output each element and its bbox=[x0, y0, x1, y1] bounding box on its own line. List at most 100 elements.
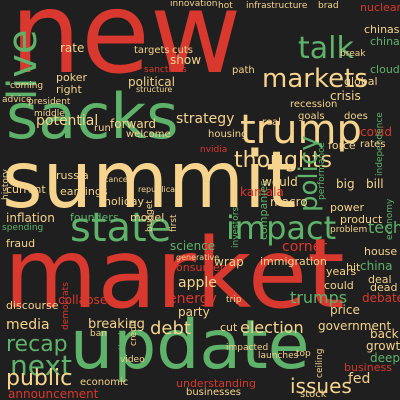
word-business: business bbox=[344, 361, 392, 374]
word-media: media bbox=[6, 317, 50, 333]
word-deep: deep bbox=[370, 351, 400, 365]
word-performance: performance bbox=[317, 142, 327, 200]
word-nvidia: nvidia bbox=[200, 145, 228, 155]
word-current: current bbox=[6, 183, 46, 196]
word-coming: coming bbox=[10, 81, 44, 91]
word-first: first bbox=[169, 214, 179, 232]
word-energy: energy bbox=[168, 291, 217, 307]
word-breaking: breaking bbox=[88, 317, 145, 332]
word-china-1: china bbox=[360, 259, 393, 273]
word-businesses: businesses bbox=[186, 387, 241, 398]
word-recession: recession bbox=[290, 99, 338, 110]
word-goals: goals bbox=[298, 111, 325, 122]
word-ceiling: ceiling bbox=[315, 348, 325, 378]
word-economic: economic bbox=[80, 377, 129, 388]
word-fed: fed bbox=[348, 371, 371, 387]
word-fraud: fraud bbox=[6, 237, 36, 250]
word-democrats: democrats bbox=[61, 282, 71, 330]
word-housing: housing bbox=[208, 129, 248, 140]
word-kamala: kamala bbox=[240, 185, 284, 199]
word-bill: bill bbox=[366, 177, 384, 191]
word-trumps: trumps bbox=[290, 288, 348, 307]
word-companies: companies bbox=[257, 180, 270, 240]
word-macro: macro bbox=[270, 195, 308, 209]
word-video: video bbox=[120, 355, 145, 365]
word-outlook: outlook bbox=[117, 330, 126, 360]
word-republican: republican bbox=[138, 185, 181, 194]
word-top: top bbox=[296, 349, 311, 359]
word-discourse: discourse bbox=[6, 299, 59, 312]
word-summit: summit bbox=[2, 136, 297, 226]
word-thoughts: thoughts bbox=[234, 148, 332, 173]
word-hit: hit bbox=[346, 261, 361, 274]
word-back: back bbox=[370, 327, 399, 341]
word-cuts: cuts bbox=[172, 45, 193, 56]
word-next: next bbox=[10, 349, 73, 382]
word-nuclear: nuclear bbox=[360, 1, 400, 14]
word-spending: spending bbox=[2, 223, 44, 233]
word-does: does bbox=[344, 111, 368, 122]
word-economy: economy bbox=[385, 198, 395, 240]
word-impact: impact bbox=[226, 209, 337, 247]
word-update: update bbox=[70, 306, 310, 385]
word-markets: markets bbox=[262, 64, 368, 94]
word-targets: targets bbox=[134, 45, 170, 56]
word-model: model bbox=[130, 211, 165, 224]
word-poker: poker bbox=[56, 71, 87, 84]
word-talk: talk bbox=[298, 31, 354, 66]
word-problem: problem bbox=[330, 225, 368, 235]
word-recap: recap bbox=[6, 332, 68, 357]
word-collapse: collapse bbox=[58, 293, 108, 307]
word-cancel: cancel bbox=[104, 175, 130, 184]
word-innovation: innovation bbox=[170, 0, 218, 9]
word-new: new bbox=[10, 0, 242, 99]
word-debate: debate bbox=[362, 291, 400, 305]
word-forward: forward bbox=[110, 117, 157, 131]
word-founders: founders bbox=[70, 211, 119, 224]
word-brad: brad bbox=[318, 1, 339, 11]
word-holiday: holiday bbox=[104, 195, 145, 208]
word-ban: ban bbox=[90, 329, 107, 339]
word-generative: generative bbox=[176, 253, 220, 262]
word-deal: deal bbox=[368, 273, 392, 286]
word-global: global bbox=[344, 75, 378, 88]
word-launches: launches bbox=[258, 351, 299, 361]
word-inflation: inflation bbox=[6, 211, 55, 225]
word-party: party bbox=[178, 305, 210, 319]
word-chinas: chinas bbox=[364, 23, 400, 36]
word-could: could bbox=[324, 279, 354, 292]
word-rates: rates bbox=[360, 139, 386, 150]
word-years: years bbox=[326, 265, 357, 278]
word-welcome: welcome bbox=[126, 129, 171, 140]
word-cloud: cloud bbox=[370, 63, 400, 76]
word-budget: budget bbox=[145, 200, 155, 232]
word-earnings: earnings bbox=[60, 185, 108, 198]
word-wrap: wrap bbox=[214, 255, 244, 269]
word-issues: issues bbox=[290, 374, 352, 398]
word-would: would bbox=[262, 175, 298, 189]
word-break: break bbox=[340, 49, 366, 59]
word-announcement: announcement bbox=[8, 387, 99, 400]
word-political: political bbox=[128, 75, 175, 89]
word-apple: apple bbox=[178, 275, 217, 291]
word-history: history bbox=[1, 169, 11, 200]
word-government: government bbox=[318, 319, 392, 333]
word-debt: debt bbox=[150, 318, 191, 339]
word-big: big bbox=[336, 177, 355, 191]
word-consumer: consumer bbox=[170, 261, 225, 274]
word-market: market bbox=[4, 218, 345, 330]
word-impacted: impacted bbox=[226, 343, 269, 353]
word-price: price bbox=[330, 303, 360, 317]
word-sacks: sacks bbox=[6, 80, 179, 153]
word-investors: investors bbox=[231, 206, 241, 248]
word-election: election bbox=[240, 318, 304, 337]
word-russia: russia bbox=[56, 169, 89, 182]
word-stock: stock bbox=[300, 389, 327, 400]
word-infrastructure: infrastructure bbox=[246, 1, 308, 11]
word-house: house bbox=[364, 245, 398, 258]
word-cut: cut bbox=[220, 321, 238, 334]
word-hot: hot bbox=[218, 1, 233, 11]
word-advice: advice bbox=[2, 95, 32, 105]
word-crisis: crisis bbox=[330, 89, 361, 103]
